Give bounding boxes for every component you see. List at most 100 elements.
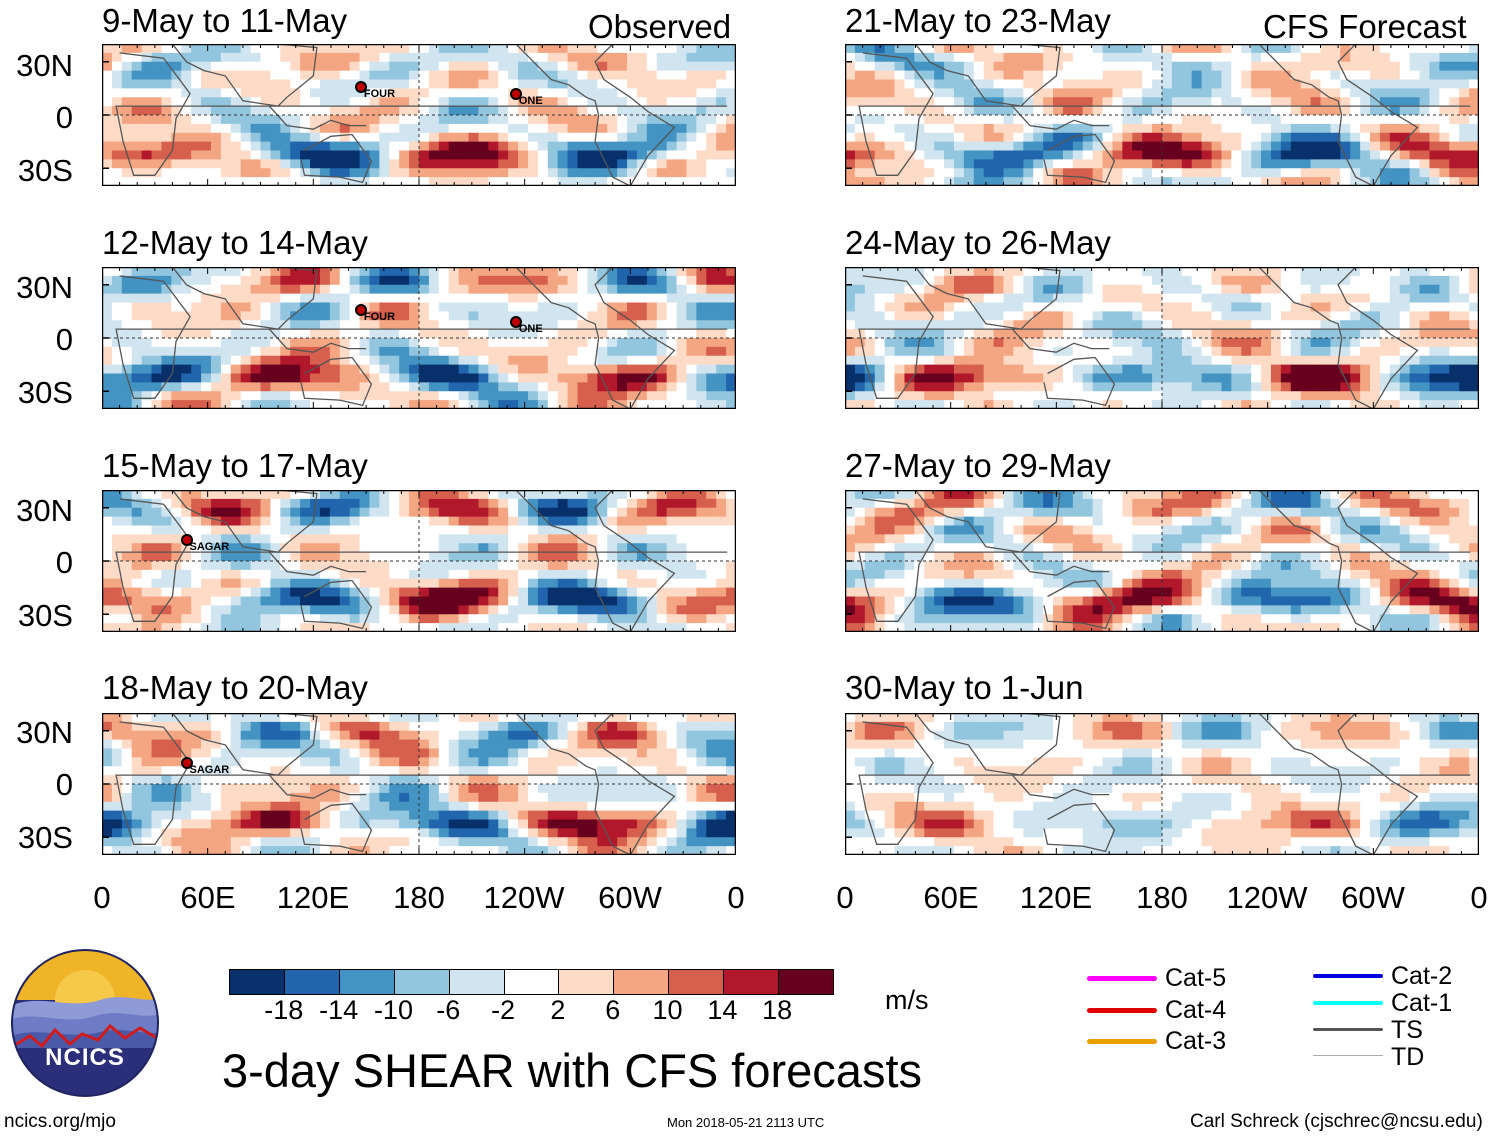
heatmap-cell <box>240 498 252 509</box>
heatmap-cell <box>339 132 351 143</box>
heatmap-cell <box>963 97 975 107</box>
heatmap-cell <box>339 311 351 321</box>
heatmap-cell <box>468 775 480 785</box>
heatmap-cell <box>191 106 202 116</box>
heatmap-cell <box>1340 61 1351 72</box>
heatmap-cell <box>359 123 371 134</box>
heatmap-cell <box>587 543 598 553</box>
heatmap-cell <box>438 801 450 812</box>
heatmap-cell <box>121 275 133 286</box>
heatmap-cell <box>508 44 519 54</box>
heatmap-cell <box>617 150 628 160</box>
heatmap-cell <box>686 543 697 553</box>
heatmap-cell <box>339 748 351 758</box>
heatmap-cell <box>676 364 688 375</box>
heatmap-cell <box>151 61 163 72</box>
heatmap-cell <box>706 828 717 838</box>
heatmap-cell <box>627 79 638 89</box>
heatmap-cell <box>1023 106 1034 116</box>
heatmap-cell <box>636 106 648 116</box>
heatmap-cell <box>379 88 390 98</box>
heatmap-cell <box>636 373 648 383</box>
heatmap-cell <box>181 819 192 829</box>
heatmap-cell <box>478 61 489 72</box>
heatmap-cell <box>250 302 262 312</box>
heatmap-cell <box>636 614 648 624</box>
heatmap-cell <box>1280 106 1292 116</box>
heatmap-cell <box>191 373 202 383</box>
heatmap-cell <box>537 561 549 571</box>
heatmap-cell <box>646 810 658 821</box>
heatmap-cell <box>617 561 628 571</box>
heatmap-cell <box>527 364 539 375</box>
heatmap-cell <box>319 561 331 571</box>
heatmap-cell <box>527 132 539 143</box>
heatmap-cell <box>686 338 697 348</box>
heatmap-cell <box>686 748 697 758</box>
heatmap-cell <box>131 364 143 375</box>
heatmap-cell <box>478 52 489 63</box>
heatmap-cell <box>508 552 519 562</box>
heatmap-cell <box>726 293 736 304</box>
heatmap-cell <box>171 846 182 855</box>
heatmap-cell <box>676 792 688 803</box>
heatmap-cell <box>379 721 390 732</box>
heatmap-cell <box>518 534 529 544</box>
heatmap-cell <box>557 97 569 107</box>
heatmap-cell <box>468 97 480 107</box>
heatmap-cell <box>369 391 380 401</box>
heatmap-cell <box>508 106 519 116</box>
heatmap-cell <box>409 79 420 89</box>
heatmap-cell <box>448 757 460 767</box>
heatmap-cell <box>953 97 965 107</box>
heatmap-cell <box>191 837 202 847</box>
heatmap-cell <box>270 757 281 767</box>
heatmap-cell <box>428 115 440 125</box>
heatmap-cell <box>666 61 678 72</box>
heatmap-cell <box>359 382 371 392</box>
heatmap-cell <box>557 605 569 615</box>
heatmap-cell <box>607 302 618 312</box>
heatmap-cell <box>428 561 440 571</box>
heatmap-cell <box>399 543 410 553</box>
heatmap-cell <box>121 293 133 304</box>
heatmap-cell <box>161 150 172 160</box>
heatmap-cell <box>161 168 172 178</box>
heatmap-cell <box>369 784 380 794</box>
heatmap-cell <box>627 578 638 589</box>
heatmap-cell <box>230 605 242 615</box>
heatmap-cell <box>706 578 717 589</box>
heatmap-cell <box>131 275 143 286</box>
heatmap-cell <box>161 97 172 107</box>
heatmap-cell <box>1142 44 1153 54</box>
heatmap-cell <box>141 97 153 107</box>
heatmap-cell <box>409 132 420 143</box>
heatmap-cell <box>349 490 361 500</box>
heatmap-cell <box>676 498 688 509</box>
heatmap-cell <box>686 364 697 375</box>
heatmap-cell <box>448 88 460 98</box>
heatmap-cell <box>438 614 450 624</box>
heatmap-cell <box>1023 44 1034 54</box>
heatmap-cell <box>310 730 321 741</box>
heatmap-cell <box>131 490 143 500</box>
heatmap-cell <box>617 766 628 776</box>
heatmap-cell <box>111 400 123 409</box>
heatmap-cell <box>636 132 648 143</box>
heatmap-cell <box>399 605 410 615</box>
heatmap-cell <box>191 123 202 134</box>
heatmap-cell <box>290 106 301 116</box>
heatmap-cell <box>676 846 688 855</box>
heatmap-cell <box>1320 52 1332 63</box>
heatmap-cell <box>587 561 598 571</box>
heatmap-cell <box>557 338 569 348</box>
heatmap-cell <box>369 614 380 624</box>
heatmap-cell <box>300 338 311 348</box>
heatmap-cell <box>884 70 896 81</box>
heatmap-cell <box>845 70 856 81</box>
heatmap-cell <box>141 382 153 392</box>
heatmap-cell <box>656 355 668 366</box>
heatmap-cell <box>121 97 133 107</box>
heatmap-cell <box>696 614 707 624</box>
heatmap-cell <box>1003 52 1015 63</box>
